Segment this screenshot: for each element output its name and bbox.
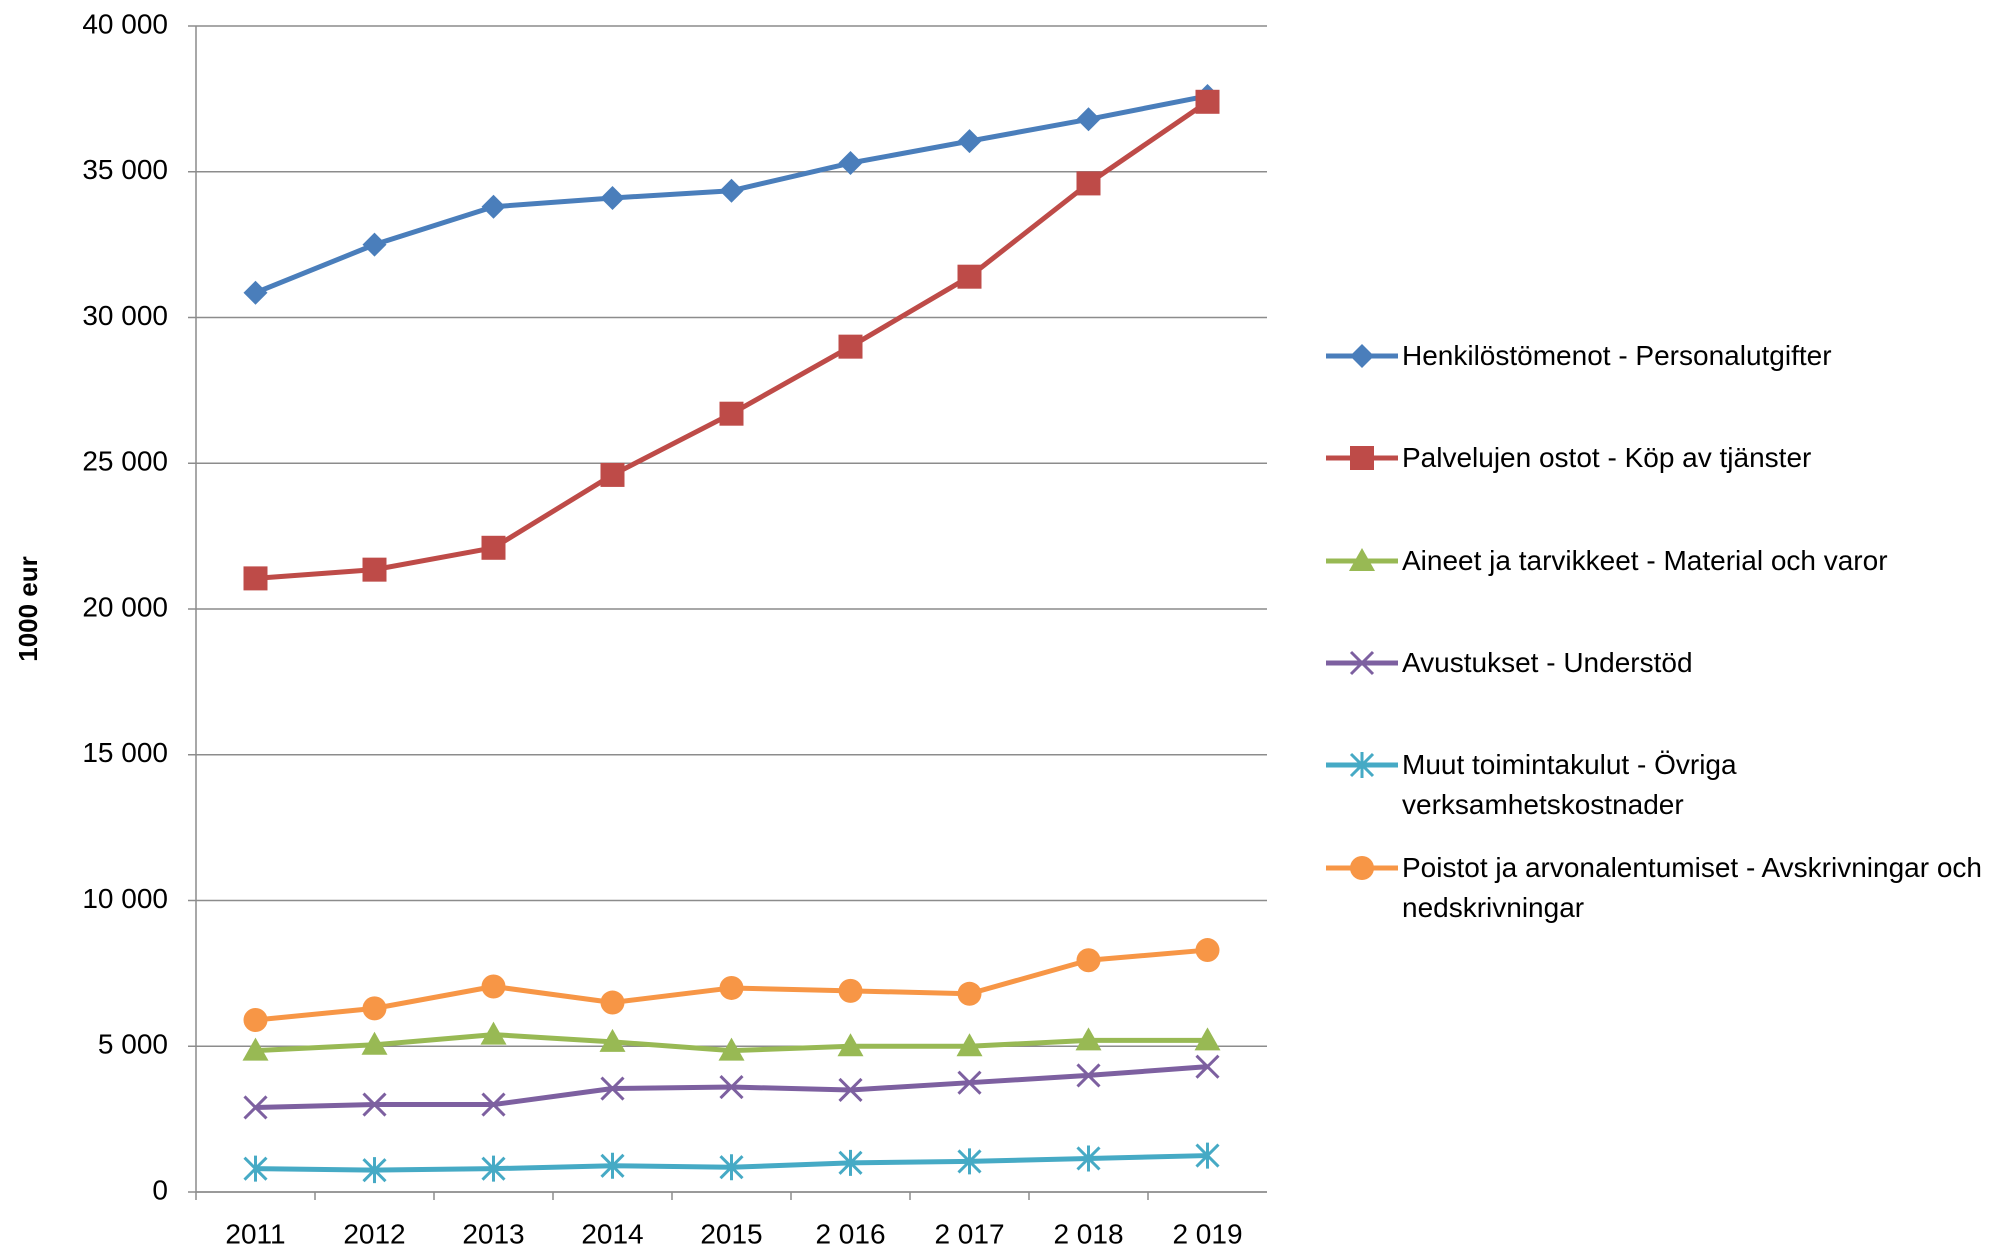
x-tick-label: 2011 (225, 1218, 285, 1249)
marker (600, 990, 625, 1015)
y-tick-label: 20 000 (82, 591, 168, 622)
marker (957, 981, 982, 1006)
y-axis-label: 1000 eur (13, 556, 43, 662)
legend-item: Poistot ja arvonalentumiset - Avskrivnin… (1322, 848, 2004, 928)
y-tick-label: 35 000 (82, 154, 168, 185)
marker (1075, 1027, 1102, 1051)
marker (1349, 752, 1375, 778)
marker (837, 1033, 864, 1057)
marker (1349, 548, 1375, 571)
legend-swatch (1326, 856, 1398, 880)
marker (481, 535, 506, 560)
x-tick-label: 2012 (343, 1218, 405, 1249)
marker (1076, 1063, 1101, 1088)
marker (1076, 107, 1101, 132)
marker (1076, 171, 1101, 196)
marker (719, 401, 744, 426)
legend-swatch (1326, 344, 1398, 368)
marker (957, 129, 982, 154)
x-tick-label: 2015 (700, 1218, 762, 1249)
marker (1195, 1142, 1220, 1169)
marker (719, 1074, 744, 1100)
legend-item: Muut toimintakulut - Övriga verksamhetsk… (1322, 745, 2004, 825)
marker (956, 1033, 983, 1057)
y-tick-label: 5 000 (98, 1029, 168, 1060)
marker (481, 1155, 506, 1182)
marker (838, 978, 863, 1003)
legend-swatch (1326, 446, 1398, 470)
marker (362, 1092, 387, 1117)
marker (362, 996, 387, 1021)
x-tick-label: 2 018 (1053, 1218, 1123, 1249)
y-tick-label: 40 000 (82, 8, 168, 39)
marker (481, 1092, 506, 1117)
series-line (255, 99, 1209, 581)
y-tick-label: 15 000 (82, 737, 168, 768)
chart: 1000 eur 0 5 000 10 000 15 000 20 000 25 000 3… (13, 8, 1267, 1249)
marker (719, 975, 744, 1000)
marker (1195, 89, 1220, 114)
marker (600, 1076, 625, 1101)
legend-label: Poistot ja arvonalentumiset - Avskrivnin… (1402, 852, 1982, 923)
legend-label: Aineet ja tarvikkeet - Material och varo… (1402, 545, 1888, 576)
marker (599, 1028, 626, 1052)
marker (838, 1077, 863, 1103)
x-tick-label: 2014 (581, 1218, 643, 1249)
marker (1350, 446, 1374, 470)
marker (1076, 1145, 1101, 1172)
marker (1076, 948, 1101, 973)
legend-item: Avustukset - Understöd (1322, 643, 2004, 683)
x-tick-label: 2 016 (815, 1218, 885, 1249)
legend-label: Palvelujen ostot - Köp av tjänster (1402, 442, 1812, 473)
legend-label: Henkilöstömenot - Personalutgifter (1402, 340, 1832, 371)
marker (718, 1037, 745, 1061)
marker (1194, 1027, 1221, 1051)
marker (1350, 856, 1374, 880)
marker (1349, 650, 1375, 676)
legend-item: Aineet ja tarvikkeet - Material och varo… (1322, 541, 2004, 581)
legend-label: Muut toimintakulut - Övriga verksamhetsk… (1402, 749, 1737, 820)
legend-swatch (1326, 650, 1398, 676)
marker (481, 194, 506, 219)
marker (362, 557, 387, 582)
y-tick-label: 30 000 (82, 300, 168, 331)
legend-swatch (1326, 752, 1398, 778)
x-tick-label: 2013 (462, 1218, 524, 1249)
marker (242, 1037, 269, 1061)
y-tick-label: 10 000 (82, 883, 168, 914)
marker (243, 1008, 268, 1033)
marker (361, 1031, 388, 1055)
marker (243, 1155, 268, 1182)
marker (243, 566, 268, 591)
marker (600, 185, 625, 210)
marker (719, 178, 744, 203)
marker (362, 232, 387, 257)
legend-label: Avustukset - Understöd (1402, 647, 1693, 678)
marker (600, 1152, 625, 1179)
marker (838, 151, 863, 176)
marker (362, 1157, 387, 1184)
marker (1195, 938, 1220, 963)
marker (1350, 344, 1374, 368)
legend-item: Henkilöstömenot - Personalutgifter (1322, 336, 2004, 376)
marker (600, 462, 625, 487)
x-tick-label: 2 017 (934, 1218, 1004, 1249)
y-tick-label: 25 000 (82, 446, 168, 477)
marker (481, 974, 506, 999)
legend-item: Palvelujen ostot - Köp av tjänster (1322, 438, 2004, 478)
marker (1195, 1054, 1220, 1079)
marker (480, 1021, 507, 1045)
marker (719, 1154, 744, 1181)
y-tick-label: 0 (152, 1174, 168, 1205)
marker (243, 1095, 268, 1120)
marker (957, 1070, 982, 1095)
marker (957, 1148, 982, 1175)
marker (243, 280, 268, 305)
marker (957, 264, 982, 289)
marker (838, 1149, 863, 1176)
marker (838, 334, 863, 359)
legend-swatch (1326, 548, 1398, 571)
x-tick-label: 2 019 (1172, 1218, 1242, 1249)
